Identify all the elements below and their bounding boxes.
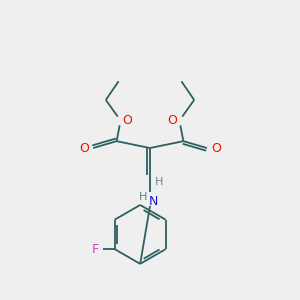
- Text: H: H: [154, 177, 163, 188]
- Text: O: O: [211, 142, 221, 154]
- Text: O: O: [122, 114, 132, 127]
- Text: O: O: [168, 114, 178, 127]
- Text: N: N: [149, 194, 159, 208]
- Text: F: F: [92, 243, 99, 256]
- Text: H: H: [139, 192, 147, 202]
- Text: O: O: [79, 142, 89, 154]
